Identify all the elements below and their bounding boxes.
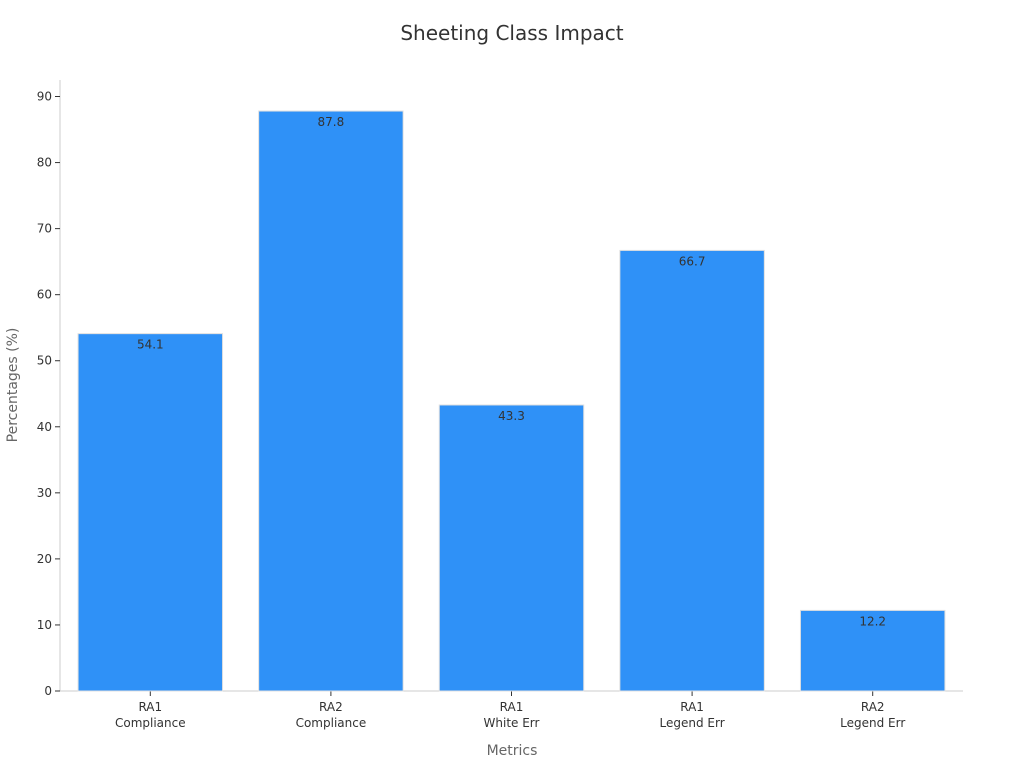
x-tick-label-line: RA2 [319,700,343,714]
x-tick-label: RA1 White Err [484,700,540,730]
y-tick-label: 80 [37,156,52,170]
bars [77,110,946,692]
y-tick-label: 50 [37,354,52,368]
x-tick-label-line: Compliance [115,716,186,730]
x-tick-label-line: Legend Err [840,716,905,730]
x-tick-label-line: RA2 [861,700,885,714]
y-axis-label: Percentages (%) [5,328,21,443]
x-tick-label-line: Compliance [296,716,367,730]
bar-value-label: 87.8 [318,115,345,129]
bar [438,404,585,692]
x-tick-label-line: RA1 [500,700,524,714]
bar-value-label: 43.3 [498,409,525,423]
y-tick-label: 40 [37,420,52,434]
x-tick-label: RA1 Legend Err [660,700,725,730]
x-tick-label-line: RA1 [138,700,162,714]
x-axis-label: Metrics [487,743,538,759]
bar [619,249,765,692]
x-tick-label: RA2 Legend Err [840,700,905,730]
y-tick-label: 60 [37,288,52,302]
y-tick-label: 90 [37,90,52,104]
y-tick-label: 70 [37,222,52,236]
bar [799,609,946,692]
x-tick-label: RA2 Compliance [296,700,367,730]
y-tick-label: 10 [37,618,52,632]
y-tick-label: 20 [37,552,52,566]
y-tick-label: 0 [44,684,52,698]
x-tick-label-line: RA1 [680,700,704,714]
bar-value-label: 12.2 [859,614,886,628]
bar [77,333,224,692]
chart-title: Sheeting Class Impact [400,21,623,45]
bar-value-label: 54.1 [137,338,164,352]
x-tick-label-line: Legend Err [660,716,725,730]
bar [258,110,404,692]
x-tick-label: RA1 Compliance [115,700,186,730]
y-axis: 0 10 20 30 40 50 60 70 80 90 [37,80,61,698]
y-tick-label: 30 [37,486,52,500]
data-labels: 54.1 87.8 43.3 66.7 12.2 [137,115,886,628]
x-tick-label-line: White Err [484,716,540,730]
bar-value-label: 66.7 [679,254,706,268]
